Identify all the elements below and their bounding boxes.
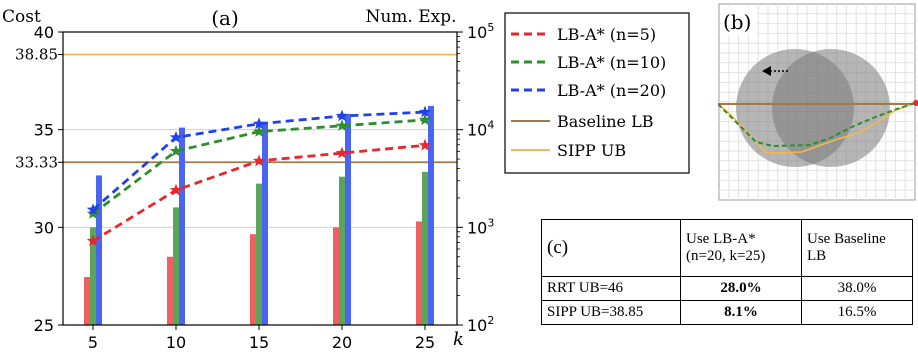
- star-marker: [252, 125, 266, 137]
- y-tick-label: 35: [34, 121, 54, 140]
- star-marker: [252, 154, 266, 167]
- header-lba-cell: Use LB-A* (n=20, k=25): [680, 219, 802, 277]
- panel-b-label-bg: [721, 7, 757, 35]
- x-tick-label: 15: [249, 333, 269, 352]
- obstacle-disc-right: [772, 49, 890, 167]
- table-label: (c): [547, 237, 569, 258]
- bar: [422, 171, 428, 325]
- chart-title: (a): [211, 6, 239, 30]
- plot-frame: [62, 31, 458, 326]
- motion-arrow-head: [762, 66, 771, 76]
- bar: [179, 127, 185, 326]
- table-label-cell: (c): [541, 219, 681, 277]
- star-marker: [252, 117, 266, 130]
- star-marker: [418, 105, 432, 118]
- row-baseline-value: 16.5%: [801, 300, 913, 325]
- star-marker: [86, 203, 100, 215]
- legend-label-lba-n10: LB-A* (n=10): [557, 53, 666, 72]
- lba-path: [718, 101, 918, 148]
- x-tick-label: 10: [166, 333, 186, 352]
- y-tick-label: 30: [34, 218, 54, 237]
- star-marker: [335, 119, 349, 131]
- header-baseline-line2: LB: [807, 248, 827, 264]
- bar: [339, 176, 345, 325]
- bar: [262, 121, 268, 326]
- x-tick-label: 5: [88, 333, 98, 352]
- row-label: SIPP UB=38.85: [541, 300, 681, 325]
- star-marker: [169, 131, 183, 143]
- legend-label-lba-n5: LB-A* (n=5): [557, 25, 656, 44]
- bar: [173, 207, 179, 325]
- table-row: RRT UB=46 28.0% 38.0%: [541, 276, 913, 301]
- y-right-tick-label: 104: [467, 119, 494, 140]
- bar: [84, 277, 90, 325]
- star-marker: [418, 138, 432, 151]
- header-lba-line2: (n=20, k=25): [686, 248, 766, 264]
- row-baseline-value: 38.0%: [801, 276, 913, 301]
- row-label: RRT UB=46: [541, 276, 681, 301]
- star-marker: [86, 207, 100, 219]
- y-right-tick-label: 105: [467, 21, 494, 42]
- bar: [333, 227, 339, 325]
- y-right-tick-label: 103: [467, 216, 494, 237]
- header-lba-line1: Use LB-A*: [686, 231, 756, 247]
- y-tick-label: 33.33: [15, 153, 58, 171]
- y-tick-label: 25: [34, 316, 54, 335]
- panel-b-illustration: (b): [718, 3, 918, 201]
- bar: [96, 175, 102, 325]
- bar: [90, 227, 96, 325]
- legend-label-sipp-ub: SIPP UB: [557, 141, 626, 160]
- legend: LB-A* (n=5) LB-A* (n=10) LB-A* (n=20) Ba…: [504, 12, 690, 174]
- star-marker: [169, 183, 183, 196]
- bar: [345, 113, 351, 325]
- bar: [250, 234, 256, 325]
- goal-marker: [913, 100, 918, 106]
- series-line: [92, 110, 426, 211]
- results-table: (c) Use LB-A* (n=20, k=25) Use Baseline …: [541, 219, 913, 325]
- star-marker: [169, 144, 183, 157]
- bar: [428, 105, 434, 325]
- x-tick-label: 20: [332, 333, 352, 352]
- panel-b-label: (b): [723, 10, 751, 34]
- y-tick-label: 38.85: [15, 45, 58, 63]
- star-marker: [418, 113, 432, 126]
- x-axis-label: k: [453, 329, 464, 350]
- table-header-row: (c) Use LB-A* (n=20, k=25) Use Baseline …: [541, 219, 913, 277]
- legend-label-baseline-lb: Baseline LB: [557, 112, 653, 131]
- header-baseline-line1: Use Baseline: [807, 231, 886, 247]
- bar: [167, 256, 173, 325]
- bar: [256, 183, 262, 325]
- legend-box: [504, 12, 690, 174]
- row-lba-value: 28.0%: [680, 276, 802, 301]
- table-row: SIPP UB=38.85 8.1% 16.5%: [541, 300, 913, 325]
- header-baseline-cell: Use Baseline LB: [801, 219, 913, 277]
- star-marker: [86, 234, 100, 247]
- sipp-path: [718, 101, 918, 154]
- y-tick-label: 40: [34, 23, 54, 42]
- bar: [416, 221, 422, 325]
- row-lba-value: 8.1%: [680, 300, 802, 325]
- star-marker: [335, 146, 349, 159]
- star-marker: [335, 109, 349, 122]
- legend-label-lba-n20: LB-A* (n=20): [557, 81, 666, 100]
- y-axis-label-left: Cost: [2, 7, 41, 27]
- x-tick-label: 25: [415, 333, 435, 352]
- y-right-tick-label: 102: [467, 314, 494, 335]
- y-axis-label-right: Num. Exp.: [365, 7, 456, 27]
- panel-a-chart: (a) Cost Num. Exp. k 5 10 15 20 25 25 30 35 40 33…: [2, 6, 690, 352]
